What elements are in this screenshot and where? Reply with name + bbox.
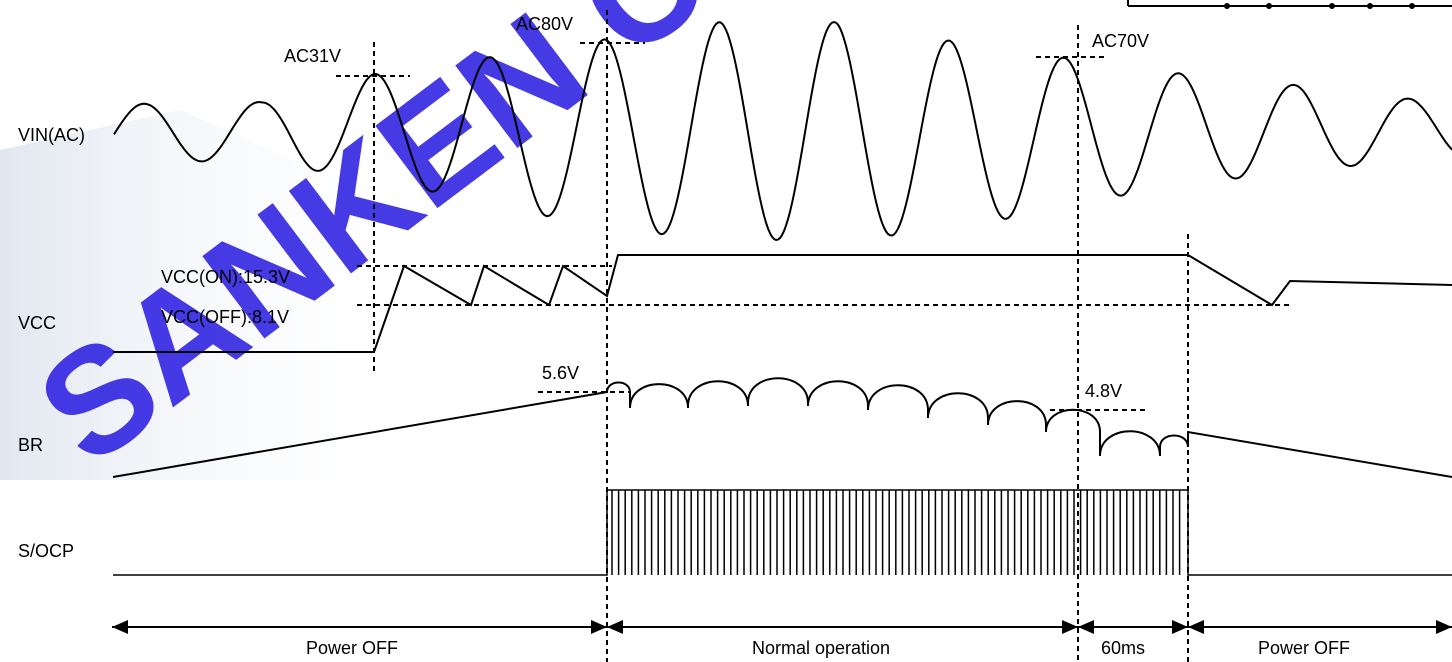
level-label-vcc-on: VCC(ON):15.3V	[161, 267, 290, 287]
signal-label-vin: VIN(AC)	[18, 125, 85, 145]
level-label-vcc-off: VCC(OFF):8.1V	[161, 307, 289, 327]
period-label-power-off-2: Power OFF	[1258, 638, 1350, 658]
corner-fragment	[1127, 0, 1452, 7]
vin-waveform	[113, 20, 1452, 242]
corner-dots	[1224, 3, 1415, 9]
signal-label-vcc: VCC	[18, 313, 56, 333]
br-waveform	[112, 377, 1452, 478]
period-label-normal-operation: Normal operation	[752, 638, 890, 658]
signal-label-socp: S/OCP	[18, 541, 74, 561]
period-label-60ms: 60ms	[1101, 638, 1145, 658]
period-label-power-off-1: Power OFF	[306, 638, 398, 658]
signal-label-br: BR	[18, 435, 43, 455]
background-photo	[0, 110, 430, 480]
level-label-br-low: 4.8V	[1085, 381, 1122, 401]
level-label-ac80: AC80V	[516, 14, 573, 34]
socp-waveform	[113, 489, 1452, 576]
level-label-ac31: AC31V	[284, 46, 341, 66]
period-arrowheads	[112, 620, 1452, 634]
event-marker-lines	[373, 10, 1189, 662]
level-label-ac70: AC70V	[1092, 31, 1149, 51]
level-reference-lines	[336, 42, 1290, 411]
level-label-br-high: 5.6V	[542, 363, 579, 383]
